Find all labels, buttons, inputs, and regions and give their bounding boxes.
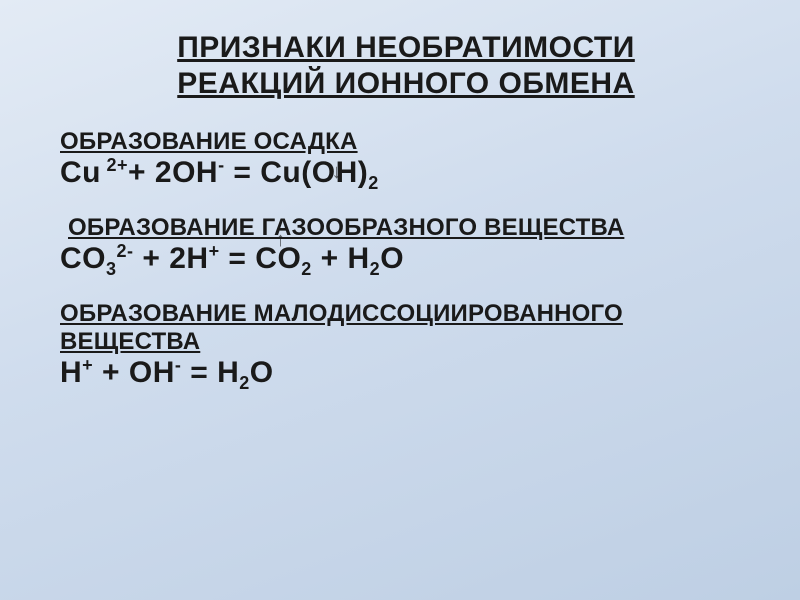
eq2-t2: + 2H (134, 242, 209, 275)
eq3-t1-sup: + (82, 355, 93, 375)
eq2-t6: O (380, 242, 404, 275)
eq1-t4-sub: 2 (368, 173, 379, 193)
eq3-t1: H (60, 356, 82, 389)
equation-weak: H+ + OH- = H2O (60, 358, 274, 388)
eq1-t2: + 2OH (128, 156, 218, 189)
heading-gas: ОБРАЗОВАНИЕ ГАЗООБРАЗНОГО ВЕЩЕСТВА (60, 214, 752, 242)
eq2-t3: = C (220, 242, 278, 275)
eq3-t4: O (250, 356, 274, 389)
eq2-t1-sup: 2- (117, 241, 134, 261)
eq1-t1: Cu (60, 156, 101, 189)
title-line-1: ПРИЗНАКИ НЕОБРАТИМОСТИ (177, 31, 635, 64)
eq2-t5: + H (312, 242, 370, 275)
title-line-2: РЕАКЦИЙ ИОННОГО ОБМЕНА (177, 67, 634, 100)
eq1-t3: = Cu(O (225, 156, 336, 189)
heading-weak-line1: ОБРАЗОВАНИЕ МАЛОДИССОЦИИРОВАННОГО (60, 300, 623, 327)
eq2-t1: CO (60, 242, 106, 275)
heading-weak-line2: ВЕЩЕСТВА (60, 328, 200, 355)
equation-gas: CO32- + 2H+ = C↑O2 + H2O (60, 244, 404, 274)
eq2-t5-sub: 2 (370, 259, 381, 279)
eq1-t1-sup: 2+ (101, 155, 128, 175)
heading-weak: ОБРАЗОВАНИЕ МАЛОДИССОЦИИРОВАННОГО ВЕЩЕСТ… (60, 300, 752, 356)
eq3-t2: + OH (93, 356, 175, 389)
eq3-t3: = H (181, 356, 239, 389)
eq1-t4: H) (336, 156, 369, 189)
eq2-t2-sup: + (209, 241, 220, 261)
equation-precipitate: Cu 2++ 2OH- = Cu(O↓H)2 (60, 158, 379, 188)
slide: ПРИЗНАКИ НЕОБРАТИМОСТИ РЕАКЦИЙ ИОННОГО О… (0, 0, 800, 600)
slide-title: ПРИЗНАКИ НЕОБРАТИМОСТИ РЕАКЦИЙ ИОННОГО О… (60, 30, 752, 102)
heading-precipitate: ОБРАЗОВАНИЕ ОСАДКА (60, 128, 752, 156)
eq2-t4: O (277, 242, 301, 275)
eq3-t3-sub: 2 (239, 373, 250, 393)
eq2-t4-sub: 2 (301, 259, 312, 279)
eq2-t1-sub: 3 (106, 259, 117, 279)
